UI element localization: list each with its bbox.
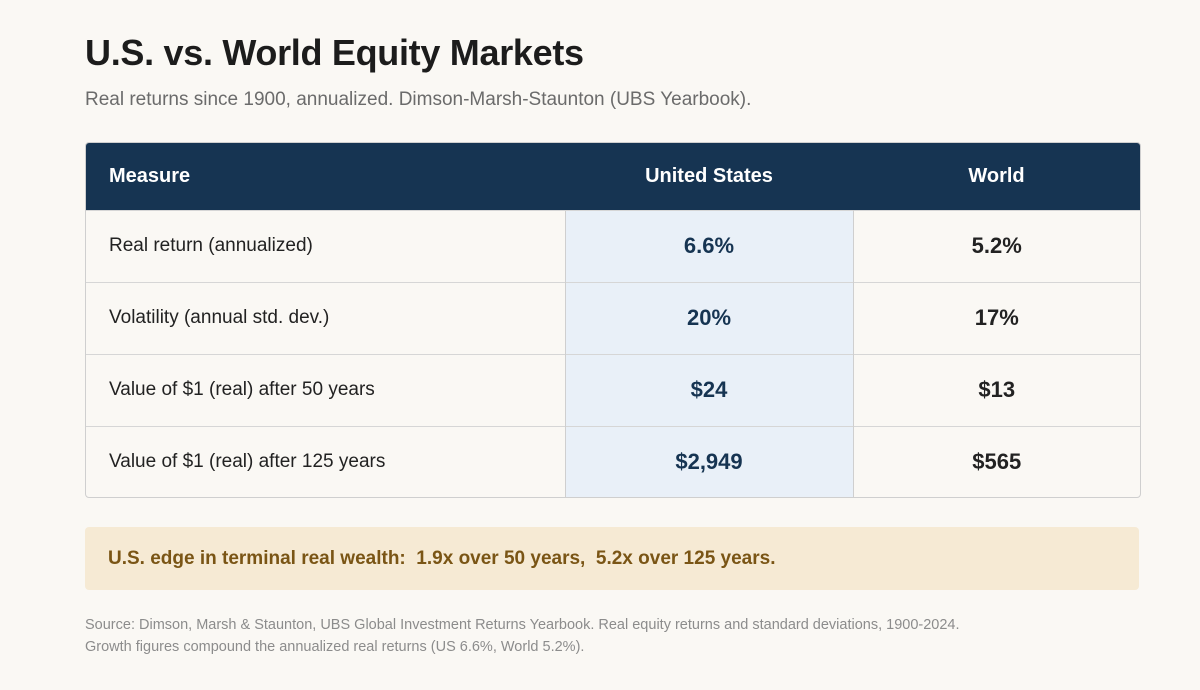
page-title: U.S. vs. World Equity Markets	[85, 32, 584, 73]
column-header-measure: Measure	[109, 164, 191, 187]
world-value-cell: 5.2%	[853, 209, 1140, 282]
column-header-world: World	[968, 164, 1025, 187]
table-row: Real return (annualized) 6.6% 5.2%	[86, 209, 1140, 282]
world-value-cell: $565	[853, 425, 1140, 497]
measure-cell: Value of $1 (real) after 125 years	[86, 425, 565, 497]
data-table: Measure United States World Real return …	[86, 143, 1140, 497]
measure-cell: Volatility (annual std. dev.)	[86, 281, 565, 354]
us-value-cell: $24	[564, 353, 854, 426]
measure-cell: Value of $1 (real) after 50 years	[86, 353, 565, 426]
table-row: Volatility (annual std. dev.) 20% 17%	[86, 281, 1140, 354]
us-value-cell: 6.6%	[564, 209, 854, 282]
callout-text: U.S. edge in terminal real wealth: 1.9x …	[108, 547, 776, 569]
table-row: Value of $1 (real) after 50 years $24 $1…	[86, 353, 1140, 426]
us-value-cell: 20%	[564, 281, 854, 354]
us-value-cell: $2,949	[564, 425, 854, 497]
source-note: Source: Dimson, Marsh & Staunton, UBS Gl…	[85, 614, 960, 658]
table-row: Value of $1 (real) after 125 years $2,94…	[86, 425, 1140, 497]
source-line-1: Source: Dimson, Marsh & Staunton, UBS Gl…	[85, 617, 960, 633]
callout-box: U.S. edge in terminal real wealth: 1.9x …	[85, 527, 1139, 590]
table-header-row: Measure United States World	[86, 143, 1140, 210]
world-value-cell: $13	[853, 353, 1140, 426]
column-header-united-states: United States	[645, 164, 773, 187]
source-line-2: Growth figures compound the annualized r…	[85, 639, 585, 655]
page-subtitle: Real returns since 1900, annualized. Dim…	[85, 89, 752, 110]
world-value-cell: 17%	[853, 281, 1140, 354]
measure-cell: Real return (annualized)	[86, 209, 565, 282]
comparison-table: Measure United States World Real return …	[85, 142, 1141, 498]
